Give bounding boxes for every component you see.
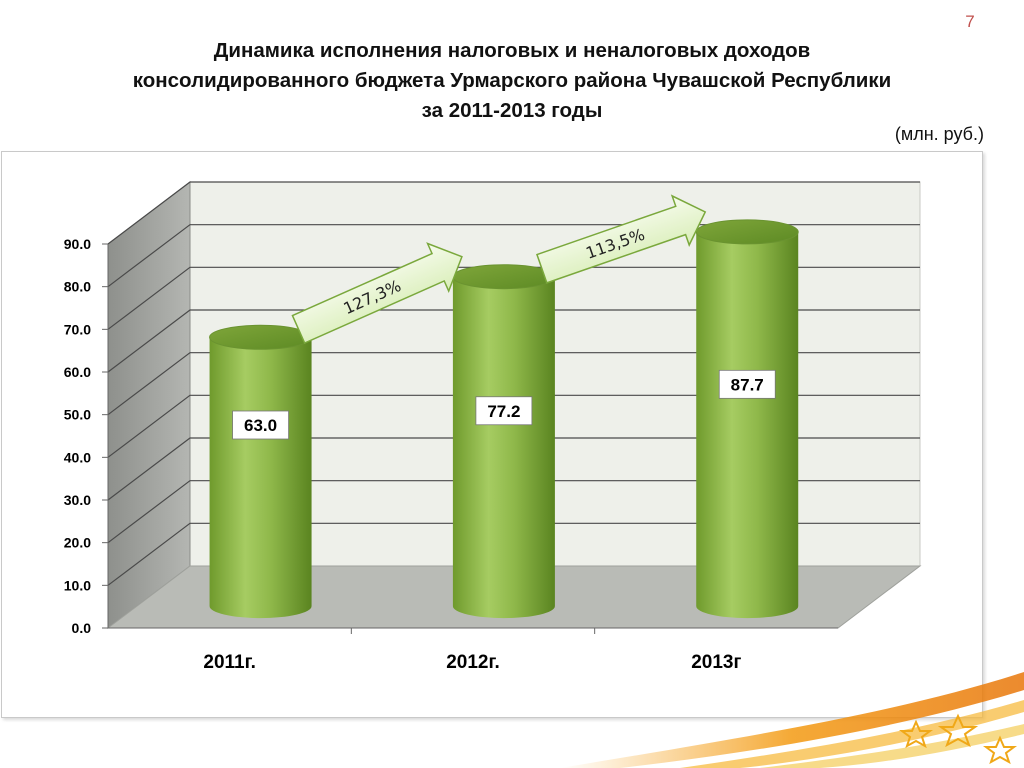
y-tick-label: 0.0 [72, 620, 92, 636]
gridline [107, 309, 920, 373]
y-tick-label: 40.0 [64, 449, 91, 465]
bar-value-label: 87.7 [731, 375, 764, 394]
x-axis: 2011г. 2012г. 2013г [108, 627, 838, 673]
bar: 63.0 [209, 324, 313, 619]
bar-value-box [232, 410, 289, 440]
title-line-1: Динамика исполнения налоговых и неналого… [213, 39, 811, 62]
bar-value-box [718, 369, 776, 399]
star-icon [899, 719, 933, 749]
y-axis: 0.0 10.0 20.0 30.0 40.0 50.0 60.0 70.0 80.0 90.0 [64, 236, 109, 636]
x-category-label: 2011г. [203, 652, 256, 673]
bar-series: 63.0 77.2 87.7 [209, 219, 799, 619]
y-tick-label: 60.0 [64, 364, 91, 380]
y-tick-label: 50.0 [64, 407, 91, 423]
bar-body [452, 276, 555, 619]
gridline [107, 522, 920, 586]
arrow-icon [536, 194, 707, 284]
y-tick-label: 80.0 [64, 279, 91, 295]
y-tick-label: 20.0 [64, 535, 91, 551]
gridline [107, 394, 920, 458]
gridline [107, 437, 920, 501]
bar-body [696, 231, 799, 619]
gridline [107, 480, 920, 544]
bar-cap [209, 324, 313, 350]
units-label: (млн. руб.) [894, 124, 984, 144]
bar-cap [695, 219, 799, 245]
bar: 77.2 [452, 264, 556, 619]
y-tick-label: 30.0 [64, 492, 91, 508]
slide-number: 7 [965, 12, 975, 31]
arrow-icon [291, 242, 463, 344]
star-icon [983, 735, 1017, 765]
bar: 87.7 [695, 219, 799, 619]
title-line-2: консолидированного бюджета Урмарского ра… [132, 69, 892, 92]
y-tick-label: 70.0 [64, 321, 91, 337]
slide-title: Динамика исполнения налоговых и неналого… [20, 36, 1004, 126]
title-line-3: за 2011-2013 годы [421, 99, 603, 122]
corner-decoration [560, 672, 1024, 768]
gridline [107, 352, 920, 416]
bar-value-label: 63.0 [244, 416, 277, 435]
bar-cap [452, 264, 556, 290]
bar-body [209, 337, 312, 619]
bar-value-box [475, 396, 533, 426]
y-tick-label: 90.0 [64, 236, 91, 252]
star-icon [937, 713, 979, 748]
x-category-label: 2013г [691, 652, 741, 673]
gridline [107, 266, 920, 330]
gridline [107, 181, 920, 245]
bar-value-label: 77.2 [487, 402, 520, 421]
x-category-label: 2012г. [446, 652, 500, 673]
y-tick-label: 10.0 [64, 577, 91, 593]
